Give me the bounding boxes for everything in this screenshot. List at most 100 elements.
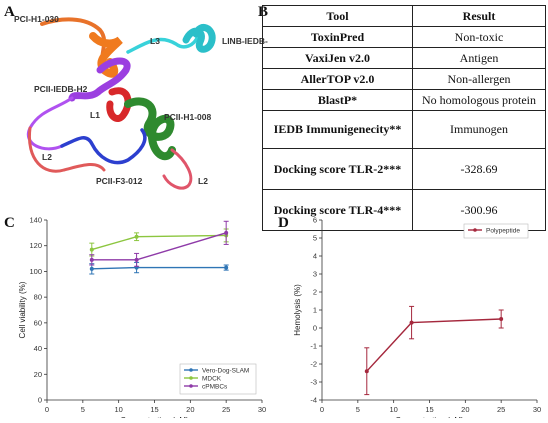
x-tick-label: 20 [461, 405, 469, 414]
tool-cell: ToxinPred [262, 26, 413, 48]
x-tick-label: 10 [389, 405, 397, 414]
legend-box [463, 223, 529, 239]
result-cell: Non-allergen [412, 68, 546, 90]
y-tick-label: 5 [313, 234, 317, 243]
y-tick-label: 6 [313, 216, 317, 225]
y-tick-label: 120 [29, 241, 42, 250]
x-tick-label: 25 [497, 405, 505, 414]
tool-cell: Docking score TLR-4*** [262, 189, 413, 231]
y-tick-label: 2 [313, 288, 317, 297]
data-point [134, 257, 139, 262]
y-tick-label: 4 [313, 252, 317, 261]
data-point [89, 257, 94, 262]
tool-cell: IEDB Immunigenecity** [262, 110, 413, 149]
x-tick-label: 30 [258, 405, 266, 414]
y-axis-label: Cell viability (%) [18, 281, 27, 338]
label-l1: L1 [90, 110, 100, 120]
x-tick-label: 5 [356, 405, 360, 414]
protein-structure-illustration: PCI-H1-030 L3 LINB-IEDB-F PCII-IEDB-H2 L… [14, 14, 268, 190]
red-l1-segment [106, 87, 132, 122]
label-l2-right: L2 [198, 176, 208, 186]
y-tick-label: -3 [310, 378, 317, 387]
panel-a-letter: A [4, 4, 15, 20]
y-tick-label: 1 [313, 306, 317, 315]
red-l2-right [162, 148, 193, 190]
green-helix [124, 97, 176, 161]
y-axis-label: Hemolysis (%) [293, 284, 302, 336]
x-tick-label: 30 [533, 405, 541, 414]
hemolysis-chart: 0 5 10 15 20 25 30 -4 -3 -2 -1 0 1 2 3 4 5 6 Concentration… [293, 216, 541, 419]
result-cell: -328.69 [412, 148, 546, 190]
data-point [224, 230, 229, 235]
label-pcii-iedb-h2: PCII-IEDB-H2 [34, 84, 88, 94]
y-tick-label: 60 [34, 318, 42, 327]
result-cell: Non-toxic [412, 26, 546, 48]
tool-cell: BlastP* [262, 89, 413, 111]
orange-helix [89, 32, 123, 78]
y-tick-label: -2 [310, 360, 317, 369]
table-row: VaxiJen v2.0 Antigen [262, 47, 546, 69]
y-tick-label: -4 [310, 396, 317, 405]
tool-cell: AllerTOP v2.0 [262, 68, 413, 90]
label-l3: L3 [150, 36, 160, 46]
red-l2-left [27, 126, 106, 173]
data-point [134, 234, 139, 239]
x-tick-label: 25 [222, 405, 230, 414]
data-point [89, 247, 94, 252]
cyan-loop [126, 34, 200, 54]
label-linb-iedb-f: LINB-IEDB-F [222, 36, 268, 46]
legend-marker [189, 384, 193, 388]
legend-marker [473, 228, 477, 232]
x-tick-label: 15 [150, 405, 158, 414]
tool-cell: Docking score TLR-2*** [262, 148, 413, 190]
y-tick-label: 20 [34, 370, 42, 379]
y-tick-label: 80 [34, 293, 42, 302]
data-point [89, 266, 94, 271]
x-axis-label: Concentration (nM) [120, 416, 189, 418]
label-pci-h1-030: PCI-H1-030 [14, 14, 59, 24]
label-l2-left: L2 [42, 152, 52, 162]
purple-coil [26, 96, 74, 151]
x-tick-label: 15 [425, 405, 433, 414]
table-row: BlastP* No homologous protein [262, 89, 546, 111]
y-tick-label: -1 [310, 342, 317, 351]
table-row: Docking score TLR-2*** -328.69 [262, 148, 546, 190]
table-row: IEDB Immunigenecity** Immunogen [262, 110, 546, 149]
label-pcii-f3-012: PCII-F3-012 [96, 176, 143, 186]
series-line-1 [91, 234, 227, 251]
y-tick-label: 3 [313, 270, 317, 279]
table-row: AllerTOP v2.0 Non-allergen [262, 68, 546, 90]
data-point [364, 369, 369, 374]
cyan-helix [182, 24, 216, 53]
legend-label: Polypeptide [486, 228, 520, 235]
series-line-0 [91, 266, 227, 270]
y-tick-label: 0 [313, 324, 317, 333]
legend-marker [189, 368, 193, 372]
data-point [409, 320, 414, 325]
data-point [499, 317, 504, 321]
table-header-tool: Tool [262, 5, 413, 27]
x-axis-label: Concentration (nM) [395, 416, 464, 418]
table-row: ToxinPred Non-toxic [262, 26, 546, 48]
table-header-row: Tool Result [262, 5, 546, 27]
data-point [224, 265, 229, 270]
label-pcii-h1-008: PCII-H1-008 [164, 112, 212, 122]
y-tick-label: 100 [29, 267, 42, 276]
legend-marker [189, 376, 193, 380]
x-tick-label: 10 [114, 405, 122, 414]
result-cell: Antigen [412, 47, 546, 69]
y-tick-label: 40 [34, 344, 42, 353]
x-tick-label: 0 [45, 405, 49, 414]
result-cell: Immunogen [412, 110, 546, 149]
x-tick-label: 5 [81, 405, 85, 414]
y-tick-label: 140 [29, 216, 42, 225]
result-cell: No homologous protein [412, 89, 546, 111]
cell-viability-chart: 0 5 10 15 20 25 30 0 20 40 60 80 100 120 140 Concentrat… [18, 216, 266, 419]
tool-results-table: Tool Result ToxinPred Non-toxic VaxiJen … [262, 5, 546, 231]
table-row: Docking score TLR-4*** -300.96 [262, 189, 546, 231]
legend-label: Vero-Dog-SLAM [202, 368, 249, 375]
table-header-result: Result [412, 5, 546, 27]
purple-helix [68, 57, 131, 102]
legend-box [179, 363, 257, 395]
x-tick-label: 20 [186, 405, 194, 414]
